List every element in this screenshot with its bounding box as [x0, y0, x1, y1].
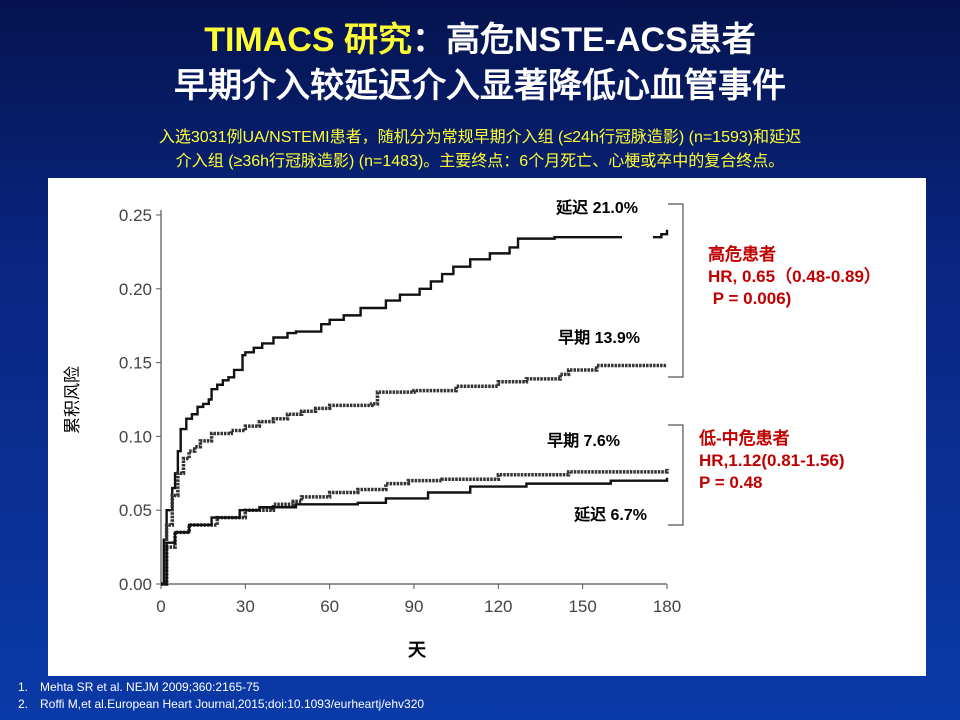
series-label: 早期 7.6%	[547, 431, 620, 450]
reference-1: 1. Mehta SR et al. NEJM 2009;360:2165-75	[18, 679, 424, 696]
series-line-1	[161, 363, 667, 586]
references: 1. Mehta SR et al. NEJM 2009;360:2165-75 …	[18, 679, 424, 713]
study-name: TIMACS 研究	[204, 21, 412, 59]
low-risk-p: P = 0.48	[699, 473, 763, 492]
series-line-3	[161, 477, 669, 586]
series-label: 早期 13.9%	[558, 328, 640, 347]
y-tick-label: 0.05	[119, 501, 152, 520]
ref-text: Mehta SR et al. NEJM 2009;360:2165-75	[40, 680, 260, 694]
y-tick-label: 0.00	[119, 575, 152, 594]
y-tick-label: 0.15	[119, 354, 152, 373]
series-label: 延迟 6.7%	[573, 505, 647, 524]
x-tick-label: 30	[236, 597, 255, 616]
x-axis-label: 天	[408, 640, 427, 660]
title-rest: ：高危NSTE-ACS患者	[411, 21, 756, 59]
high-risk-hr: HR, 0.65（0.48-0.89）	[708, 267, 881, 286]
y-tick-label: 0.10	[119, 427, 152, 446]
reference-2: 2. Roffi M,et al.European Heart Journal,2…	[18, 696, 424, 713]
description-line2: 介入组 (≥36h行冠脉造影) (n=1483)。主要终点：6个月死亡、心梗或卒…	[175, 153, 785, 170]
x-tick-label: 180	[653, 597, 681, 616]
high-risk-p: P = 0.006)	[708, 289, 792, 308]
y-tick-label: 0.20	[119, 280, 152, 299]
ref-text: Roffi M,et al.European Heart Journal,201…	[40, 697, 425, 711]
low-risk-hr: HR,1.12(0.81-1.56)	[699, 451, 845, 470]
y-axis-label: 累积风险	[63, 366, 82, 434]
low-risk-bracket	[668, 424, 684, 526]
series-label: 延迟 21.0%	[555, 198, 638, 217]
series-line-2	[161, 468, 669, 586]
x-tick-label: 90	[405, 597, 424, 616]
high-risk-title: 高危患者	[708, 245, 776, 264]
ref-number: 2.	[18, 697, 29, 711]
low-risk-title: 低-中危患者	[699, 429, 790, 448]
study-description: 入选3031例UA/NSTEMI患者，随机分为常规早期介入组 (≤24h行冠脉造…	[60, 126, 900, 174]
high-risk-bracket	[668, 203, 684, 378]
x-tick-label: 120	[484, 597, 512, 616]
x-tick-label: 60	[320, 597, 339, 616]
ref-number: 1.	[18, 680, 29, 694]
low-risk-annotation: 低-中危患者 HR,1.12(0.81-1.56) P = 0.48	[699, 428, 845, 494]
description-line1: 入选3031例UA/NSTEMI患者，随机分为常规早期介入组 (≤24h行冠脉造…	[158, 129, 802, 146]
series-line-0	[161, 229, 669, 586]
x-tick-label: 0	[156, 597, 165, 616]
chart-panel	[48, 178, 926, 676]
x-tick-label: 150	[568, 597, 596, 616]
y-tick-label: 0.25	[119, 206, 152, 225]
slide-title-line1: TIMACS 研究：高危NSTE-ACS患者	[0, 18, 960, 62]
high-risk-annotation: 高危患者 HR, 0.65（0.48-0.89） P = 0.006)	[708, 244, 881, 310]
slide-title-line2: 早期介入较延迟介入显著降低心血管事件	[174, 67, 786, 105]
